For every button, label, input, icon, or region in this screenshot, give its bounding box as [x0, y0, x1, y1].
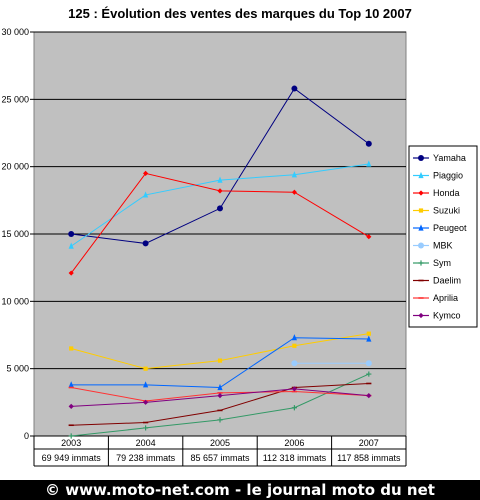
data-point	[418, 224, 424, 231]
data-point	[365, 140, 372, 147]
series-lines	[68, 85, 372, 439]
data-point	[365, 360, 372, 367]
x-tick-sublabel: 85 657 immats	[190, 453, 250, 463]
legend-item: Yamaha	[413, 153, 466, 163]
data-point	[291, 171, 297, 178]
data-point	[217, 417, 223, 423]
data-point	[68, 231, 75, 237]
y-tick-label: 0	[24, 431, 29, 441]
data-point	[418, 260, 424, 266]
legend-label: Kymco	[433, 311, 461, 321]
y-tick-label: 10 000	[1, 296, 29, 306]
data-point	[142, 240, 149, 247]
y-axis-ticks: 0 5 000 10 000 15 000 20 000 25 000 30 000	[1, 27, 34, 441]
legend-item: Sym	[413, 258, 451, 268]
data-point	[69, 346, 74, 351]
x-tick-sublabel: 79 238 immats	[116, 453, 176, 463]
y-tick-label: 5 000	[6, 364, 29, 374]
series-kymco	[68, 386, 372, 409]
legend-label: Aprilia	[433, 293, 458, 303]
data-point	[68, 403, 74, 409]
y-tick-label: 25 000	[1, 94, 29, 104]
legend-label: Sym	[433, 258, 451, 268]
legend-label: Suzuki	[433, 206, 460, 216]
x-tick-sublabel: 112 318 immats	[263, 453, 327, 463]
data-point	[143, 399, 149, 405]
x-tick-sublabel: 69 949 immats	[42, 453, 102, 463]
data-point	[217, 393, 223, 399]
data-point	[291, 386, 297, 392]
legend: Yamaha Piaggio Honda Suzuki Peugeot MBK Sym Dae…	[408, 145, 478, 328]
data-point	[366, 160, 372, 167]
series-mbk	[291, 360, 372, 367]
series-honda	[68, 170, 372, 276]
data-point	[418, 242, 424, 249]
data-point	[366, 371, 372, 377]
data-point	[143, 425, 149, 431]
series-sym	[68, 371, 372, 439]
legend-label: Honda	[433, 188, 460, 198]
legend-item: Piaggio	[413, 171, 463, 181]
data-point	[366, 393, 372, 399]
x-tick-label: 2007	[359, 438, 379, 448]
data-point	[366, 335, 372, 342]
legend-label: Piaggio	[433, 171, 463, 181]
legend-label: Peugeot	[433, 223, 467, 233]
legend-item: Honda	[413, 188, 460, 198]
legend-item: Kymco	[413, 311, 461, 321]
x-tick-label: 2006	[284, 438, 304, 448]
data-point	[143, 170, 149, 176]
legend-item: MBK	[413, 241, 453, 251]
x-tick-label: 2005	[210, 438, 230, 448]
chart-title: 125 : Évolution des ventes des marques d…	[68, 6, 412, 21]
data-point	[143, 191, 149, 198]
series-daelim	[68, 382, 372, 427]
series-peugeot	[68, 334, 372, 391]
data-point	[68, 381, 74, 388]
data-point	[291, 85, 298, 92]
data-point	[418, 208, 424, 213]
data-point	[291, 189, 297, 195]
data-point	[143, 366, 148, 371]
legend-label: MBK	[433, 241, 453, 251]
x-tick-label: 2003	[61, 438, 81, 448]
legend-item: Aprilia	[413, 293, 458, 303]
data-point	[291, 334, 297, 341]
data-point	[217, 176, 223, 183]
legend-item: Daelim	[413, 276, 461, 286]
data-point	[217, 205, 223, 212]
legend-label: Yamaha	[433, 153, 466, 163]
x-tick-label: 2004	[136, 438, 156, 448]
data-point	[418, 155, 424, 161]
site-footer: © www.moto-net.com - le journal moto du …	[0, 480, 480, 500]
series-suzuki	[69, 331, 371, 371]
y-tick-label: 30 000	[1, 27, 29, 37]
series-piaggio	[68, 160, 372, 249]
line-chart: 0 5 000 10 000 15 000 20 000 25 000 30 000 200…	[1, 27, 478, 467]
data-point	[291, 360, 298, 367]
data-point	[418, 171, 424, 179]
data-point	[418, 190, 424, 196]
data-point	[68, 433, 74, 439]
legend-item: Suzuki	[413, 206, 460, 216]
x-tick-sublabel: 117 858 immats	[337, 453, 401, 463]
legend-item: Peugeot	[413, 223, 467, 233]
y-tick-label: 20 000	[1, 162, 29, 172]
data-point	[68, 270, 74, 276]
data-point	[217, 188, 223, 194]
data-point	[217, 358, 223, 363]
data-point	[292, 343, 297, 348]
data-point	[418, 312, 424, 319]
y-tick-label: 15 000	[1, 229, 29, 239]
series-yamaha	[68, 85, 372, 247]
data-point	[291, 405, 297, 411]
data-point	[217, 383, 223, 391]
legend-label: Daelim	[433, 276, 461, 286]
x-axis: 2003 69 949 immats 2004 79 238 immats 2005 85…	[33, 435, 407, 467]
data-point	[143, 381, 149, 388]
data-point	[366, 234, 372, 240]
data-point	[366, 331, 371, 336]
data-point	[68, 242, 74, 249]
